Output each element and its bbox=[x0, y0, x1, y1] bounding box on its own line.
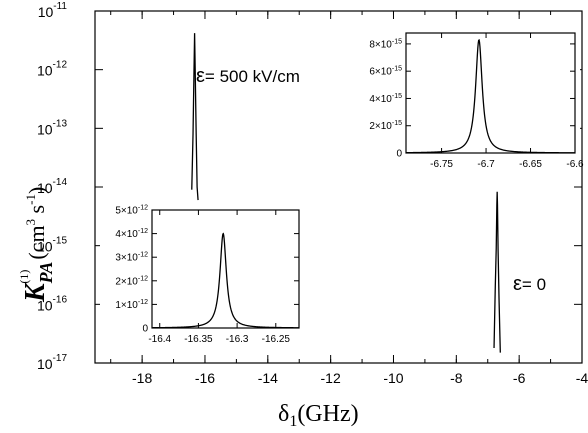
inset-tr-x-tick-label: -6.7 bbox=[477, 159, 495, 170]
inset-bl-x-tick-label: -16.3 bbox=[226, 334, 249, 345]
main-y-tick-label: 10-12 bbox=[37, 60, 67, 79]
main-x-tick-label: -8 bbox=[450, 370, 463, 386]
main-series bbox=[191, 33, 501, 353]
main-y-tick-label: 10-11 bbox=[38, 1, 68, 20]
inset-bl-y-tick-label: 1×10-12 bbox=[115, 299, 148, 311]
x-label-sub: 1 bbox=[289, 413, 297, 430]
inset-bl-background bbox=[100, 205, 306, 345]
inset-tr-x-tick-label: -6.65 bbox=[519, 159, 542, 170]
inset-tr-x-tick-label: -6.6 bbox=[566, 159, 584, 170]
inset-tr-x-tick-label: -6.75 bbox=[430, 159, 453, 170]
main-x-tick-label: -12 bbox=[321, 370, 341, 386]
inset-bl-ticks: -16.4 -16.35 -16.3 -16.25 0 1×10-12 2×10-12 3×1… bbox=[115, 205, 299, 345]
annotation-field-500-text: = 500 kV/cm bbox=[205, 67, 300, 86]
y-label-unit: (cm bbox=[24, 225, 49, 259]
y-axis-label: KPA (1) (cm3 s-1) bbox=[17, 187, 56, 303]
annotation-field-0-symbol: ε bbox=[513, 273, 522, 295]
y-label-sup: (1) bbox=[17, 270, 31, 284]
annotation-field-0: ε= 0 bbox=[513, 273, 546, 295]
y-label-unit-sup2: -1 bbox=[23, 194, 38, 205]
inset-bl-peak-line bbox=[152, 232, 299, 329]
inset-tr-frame bbox=[405, 32, 576, 154]
inset-bl-y-tick-label: 0 bbox=[142, 324, 148, 335]
inset-tr-series bbox=[406, 38, 575, 154]
main-x-tick-label: -4 bbox=[576, 370, 588, 386]
y-label-sub: PA bbox=[36, 262, 56, 285]
x-axis-label: δ1(GHz) bbox=[278, 401, 359, 430]
svg-text:KPA(1)(cm3 s-1): KPA (1) (cm3 s-1) bbox=[17, 187, 56, 303]
x-label-symbol: δ bbox=[278, 401, 289, 427]
annotation-field-500: ε= 500 kV/cm bbox=[196, 65, 300, 87]
inset-bl-x-tick-label: -16.35 bbox=[184, 334, 213, 345]
inset-tr-y-tick-label: 8×10-15 bbox=[369, 38, 402, 50]
main-x-tick-label: -18 bbox=[132, 370, 152, 386]
inset-tr-background bbox=[350, 28, 580, 176]
main-series-line-0 bbox=[191, 33, 199, 201]
y-label-unit-tail: s bbox=[24, 205, 49, 219]
inset-tr-y-tick-label: 4×10-15 bbox=[369, 93, 402, 105]
inset-tr-ticks: -6.75 -6.7 -6.65 -6.6 0 2×10-15 4×10-15 6×10-15… bbox=[369, 33, 584, 170]
inset-tr-y-tick-label: 6×10-15 bbox=[369, 66, 402, 78]
main-x-tick-label: -14 bbox=[258, 370, 278, 386]
main-y-tick-label: 10-13 bbox=[37, 118, 67, 137]
main-y-tick-label: 10-17 bbox=[37, 353, 67, 372]
inset-bl-frame bbox=[151, 209, 300, 329]
inset-bl-y-tick-label: 5×10-12 bbox=[115, 205, 148, 217]
main-x-tick-label: -6 bbox=[513, 370, 526, 386]
inset-bl-y-tick-label: 2×10-12 bbox=[115, 275, 148, 287]
inset-bl-series bbox=[152, 232, 299, 329]
annotation-field-0-text: = 0 bbox=[522, 275, 546, 294]
main-y-ticks: 10-11 10-12 10-13 10-14 10-15 10-16 10-17 bbox=[37, 1, 582, 372]
y-label-symbol: K bbox=[20, 281, 51, 303]
inset-bl-x-tick-label: -16.4 bbox=[148, 334, 171, 345]
inset-tr-y-tick-label: 2×10-15 bbox=[369, 120, 402, 132]
main-x-ticks: -18 -16 -14 -12 -10 -8 -6 -4 bbox=[110, 11, 588, 386]
x-label-unit: (GHz) bbox=[297, 401, 358, 427]
inset-bl-y-tick-label: 3×10-12 bbox=[115, 252, 148, 264]
inset-bl-x-tick-label: -16.25 bbox=[262, 334, 291, 345]
main-y-tick-label: 10-15 bbox=[37, 236, 67, 255]
inset-bl-y-tick-label: 4×10-12 bbox=[115, 228, 148, 240]
main-x-tick-label: -10 bbox=[383, 370, 403, 386]
main-series-line-1 bbox=[493, 191, 501, 353]
inset-tr-peak-line bbox=[406, 38, 575, 154]
inset-tr-y-tick-label: 0 bbox=[396, 149, 402, 160]
main-y-tick-label: 10-16 bbox=[37, 294, 67, 313]
y-label-close: ) bbox=[24, 187, 49, 194]
main-x-tick-label: -16 bbox=[195, 370, 215, 386]
main-y-tick-label: 10-14 bbox=[37, 177, 67, 196]
y-label-unit-sup: 3 bbox=[23, 219, 38, 226]
annotation-field-500-symbol: ε bbox=[196, 65, 205, 87]
